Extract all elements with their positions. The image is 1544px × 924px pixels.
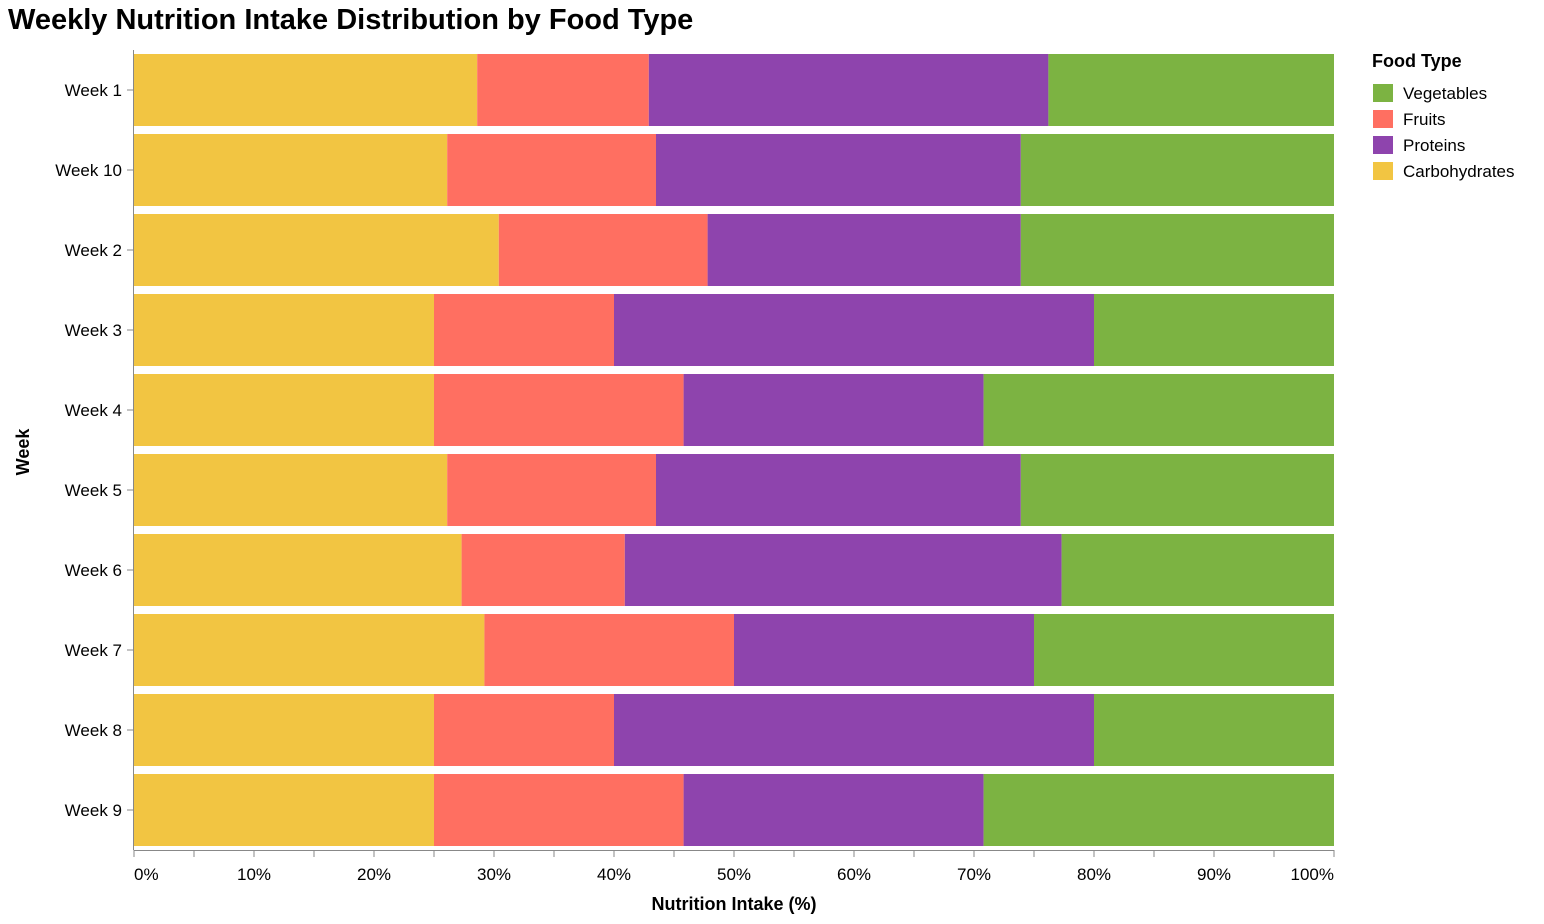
legend-swatch-carbohydrates	[1373, 162, 1393, 180]
bar-vegetables-week-8	[1094, 694, 1334, 766]
y-tick-label: Week 1	[65, 81, 122, 100]
legend-label-fruits: Fruits	[1403, 110, 1446, 129]
y-tick-label: Week 9	[65, 801, 122, 820]
bar-proteins-week-10	[656, 134, 1021, 206]
bar-fruits-week-8	[434, 694, 614, 766]
y-tick-label: Week 4	[65, 401, 122, 420]
bar-vegetables-week-5	[1020, 454, 1334, 526]
bar-carbohydrates-week-8	[134, 694, 434, 766]
x-axis: 0% 10% 20% 30% 40% 50% 60% 70% 80% 90% 100%	[133, 850, 1335, 884]
legend-label-carbohydrates: Carbohydrates	[1403, 162, 1515, 181]
bar-vegetables-week-6	[1061, 534, 1334, 606]
bar-fruits-week-7	[484, 614, 734, 686]
y-axis-title: Week	[13, 428, 33, 476]
y-tick-label: Week 7	[65, 641, 122, 660]
y-tick-label: Week 2	[65, 241, 122, 260]
bar-carbohydrates-week-9	[134, 774, 434, 846]
bar-vegetables-week-1	[1048, 54, 1334, 126]
bar-proteins-week-1	[648, 54, 1049, 126]
chart-title: Weekly Nutrition Intake Distribution by …	[8, 4, 694, 36]
bar-proteins-week-4	[683, 374, 984, 446]
x-tick-label: 100%	[1291, 865, 1334, 884]
bar-carbohydrates-week-4	[134, 374, 434, 446]
x-tick-label: 80%	[1077, 865, 1111, 884]
x-tick-label: 70%	[957, 865, 991, 884]
legend: Food Type Vegetables Fruits Proteins Carboh…	[1372, 51, 1515, 181]
legend-swatch-fruits	[1373, 110, 1393, 128]
bar-proteins-week-6	[624, 534, 1062, 606]
x-tick-label: 30%	[477, 865, 511, 884]
bar-fruits-week-4	[434, 374, 684, 446]
bars-layer	[134, 54, 1334, 846]
legend-title: Food Type	[1372, 51, 1462, 71]
y-tick-label: Week 3	[65, 321, 122, 340]
bar-fruits-week-6	[461, 534, 625, 606]
bar-carbohydrates-week-3	[134, 294, 434, 366]
legend-label-vegetables: Vegetables	[1403, 84, 1487, 103]
legend-swatch-proteins	[1373, 136, 1393, 154]
bar-vegetables-week-3	[1094, 294, 1334, 366]
bar-fruits-week-2	[498, 214, 708, 286]
bar-proteins-week-7	[734, 614, 1034, 686]
bar-vegetables-week-2	[1020, 214, 1334, 286]
bar-proteins-week-5	[656, 454, 1021, 526]
legend-label-proteins: Proteins	[1403, 136, 1465, 155]
bar-proteins-week-2	[707, 214, 1021, 286]
bar-carbohydrates-week-6	[134, 534, 462, 606]
x-tick-label: 0%	[134, 865, 159, 884]
x-tick-label: 10%	[237, 865, 271, 884]
bar-fruits-week-1	[477, 54, 649, 126]
bar-fruits-week-5	[447, 454, 656, 526]
bar-vegetables-week-4	[983, 374, 1334, 446]
legend-swatch-vegetables	[1373, 84, 1393, 102]
bar-carbohydrates-week-5	[134, 454, 448, 526]
bar-vegetables-week-9	[983, 774, 1334, 846]
x-tick-label: 50%	[717, 865, 751, 884]
y-tick-label: Week 10	[55, 161, 122, 180]
bar-proteins-week-8	[614, 694, 1094, 766]
bar-carbohydrates-week-7	[134, 614, 485, 686]
y-tick-label: Week 8	[65, 721, 122, 740]
x-tick-label: 60%	[837, 865, 871, 884]
bar-fruits-week-10	[447, 134, 656, 206]
bar-vegetables-week-7	[1034, 614, 1334, 686]
y-axis: Week 1 Week 10 Week 2 Week 3 Week 4 Week 5 Wee…	[55, 50, 134, 850]
bar-fruits-week-9	[434, 774, 684, 846]
x-tick-label: 40%	[597, 865, 631, 884]
x-tick-label: 90%	[1197, 865, 1231, 884]
bar-carbohydrates-week-2	[134, 214, 499, 286]
bar-carbohydrates-week-1	[134, 54, 478, 126]
bar-vegetables-week-10	[1020, 134, 1334, 206]
bar-proteins-week-3	[614, 294, 1094, 366]
y-tick-label: Week 6	[65, 561, 122, 580]
bar-proteins-week-9	[683, 774, 984, 846]
y-tick-label: Week 5	[65, 481, 122, 500]
x-tick-label: 20%	[357, 865, 391, 884]
x-axis-title: Nutrition Intake (%)	[652, 894, 817, 914]
bar-carbohydrates-week-10	[134, 134, 448, 206]
bar-fruits-week-3	[434, 294, 614, 366]
